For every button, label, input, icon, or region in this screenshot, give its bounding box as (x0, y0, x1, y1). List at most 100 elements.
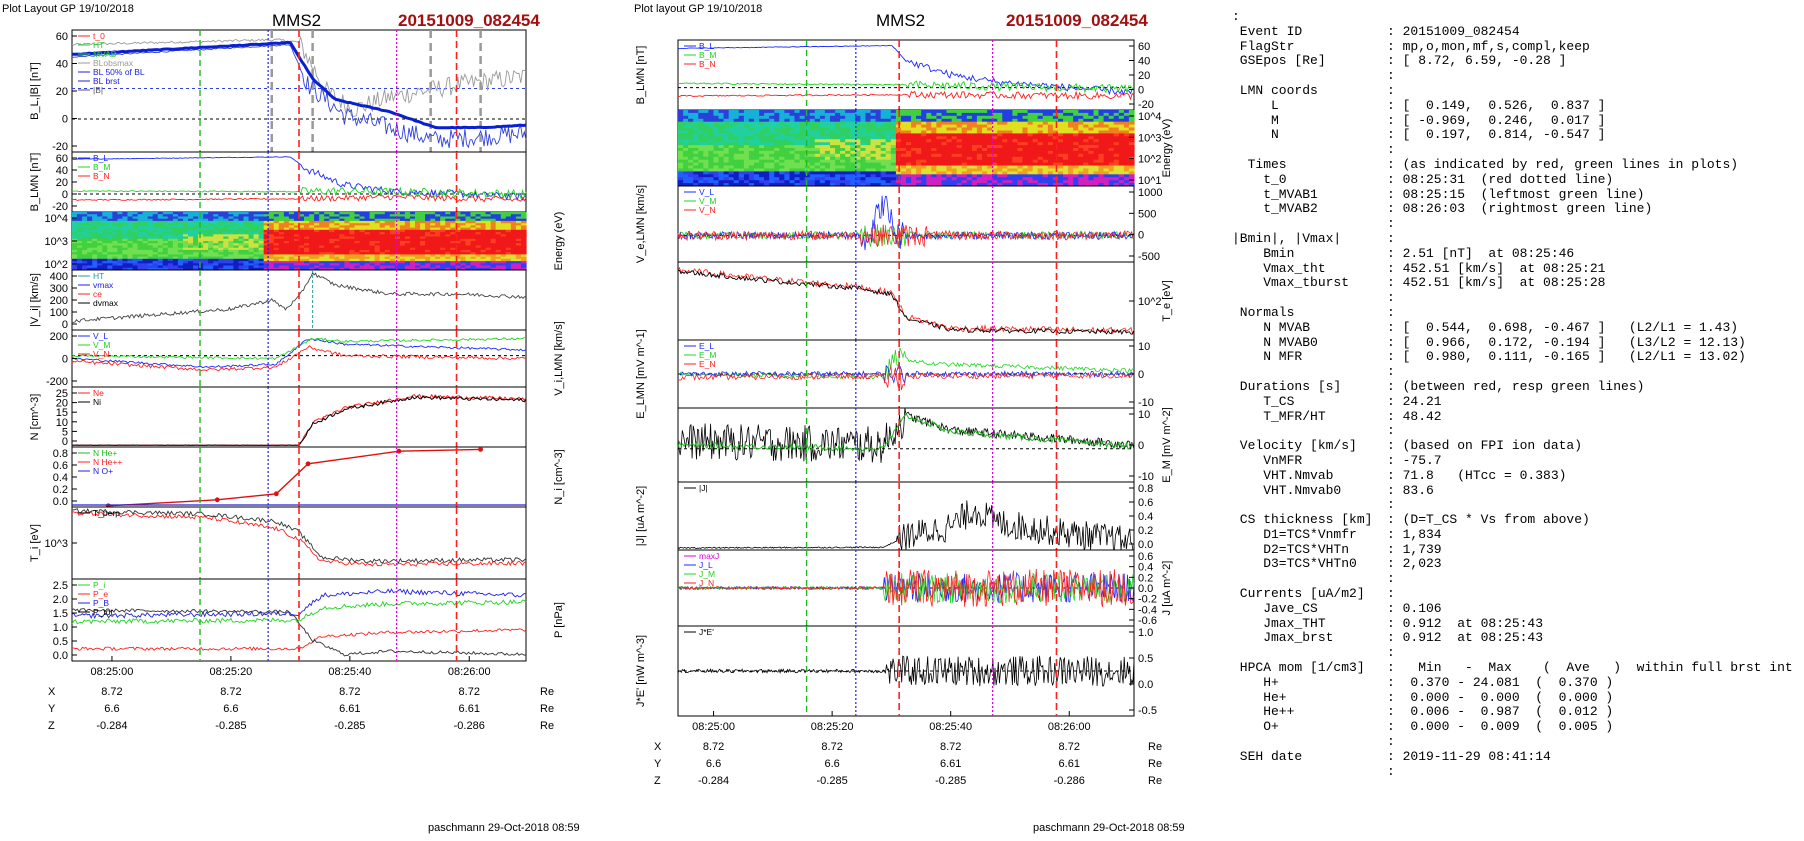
spectrogram-cell (906, 118, 912, 123)
spectrogram-cell (521, 267, 527, 271)
spectrogram-cell (92, 261, 98, 264)
spectrogram-cell (754, 183, 760, 187)
spectrogram-cell (273, 263, 280, 267)
spectrogram-cell (1032, 121, 1039, 126)
spectrogram-cell (1063, 183, 1069, 187)
spectrogram-cell (102, 254, 108, 258)
spectrogram-cell (72, 263, 78, 267)
spectrogram-cell (521, 265, 527, 269)
spectrogram-cell (1078, 115, 1084, 120)
spectrogram-cell (258, 238, 265, 242)
spectrogram-cell (162, 234, 169, 238)
spectrogram-cell (1068, 133, 1074, 137)
spectrogram-cell (1088, 177, 1095, 181)
spectrogram-cell (394, 220, 401, 224)
spectrogram-cell (410, 214, 416, 217)
spectrogram-cell (304, 216, 310, 220)
spectrogram-cell (1063, 112, 1069, 117)
spectrogram-cell (1063, 110, 1069, 114)
spectrogram-cell (440, 220, 446, 224)
spectrogram-cell (865, 180, 872, 184)
legend-entry: B_M (93, 162, 110, 172)
spectrogram-cell (137, 258, 144, 262)
spectrogram-cell (840, 118, 846, 123)
spectrogram-cell (779, 174, 785, 178)
spectrogram-cell (445, 261, 451, 264)
spectrogram-cell (435, 265, 441, 269)
spectrogram-cell (779, 127, 785, 131)
spectrogram-cell (445, 249, 451, 253)
spectrogram-cell (774, 177, 780, 181)
spectrogram-cell (122, 227, 128, 231)
spectrogram-cell (743, 127, 750, 131)
spectrogram-cell (465, 249, 472, 253)
spectrogram-cell (425, 216, 431, 220)
spectrogram-cell (142, 247, 149, 251)
spectrogram-cell (77, 256, 83, 260)
spectrogram-cell (1002, 148, 1008, 152)
spectrogram-cell (389, 238, 396, 242)
spectrogram-cell (283, 241, 290, 244)
spectrogram-cell (495, 254, 502, 258)
spectrogram-cell (344, 218, 350, 222)
spectrogram-cell (678, 118, 684, 123)
spectrogram-cell (728, 145, 735, 149)
spectrogram-cell (122, 243, 128, 246)
spectrogram-cell (248, 234, 255, 238)
spectrogram-cell (804, 150, 811, 155)
spectrogram-cell (997, 165, 1003, 169)
spectrogram-cell (1042, 148, 1049, 152)
spectrogram-cell (1083, 183, 1089, 187)
spectrogram-cell (921, 127, 927, 131)
spectrogram-cell (845, 156, 851, 161)
spectrogram-cell (233, 267, 239, 271)
spectrogram-cell (339, 216, 345, 220)
spectrogram-cell (228, 212, 234, 215)
spectrogram-cell (384, 212, 391, 215)
spectrogram-cell (789, 148, 796, 152)
spectrogram-cell (223, 229, 229, 233)
spectrogram-cell (521, 249, 527, 253)
spectrogram-cell (268, 265, 275, 269)
spectrogram-cell (1058, 121, 1064, 126)
spectrogram-cell (243, 263, 250, 267)
spectrogram-cell (521, 232, 527, 235)
legend: B_LB_MB_N (78, 153, 110, 181)
spectrogram-cell (319, 238, 325, 242)
spectrogram-cell (288, 263, 295, 267)
spectrogram-cell (77, 236, 83, 240)
spectrogram-cell (743, 139, 750, 143)
spectrogram-cell (92, 263, 98, 267)
spectrogram-cell (475, 236, 482, 240)
spectrogram-cell (233, 258, 239, 262)
spectrogram-cell (339, 236, 345, 240)
spectrogram-cell (167, 241, 174, 244)
spectrogram-cell (389, 218, 396, 222)
spectrogram-cell (309, 220, 315, 224)
spectrogram-cell (1088, 136, 1095, 140)
spectrogram-cell (693, 130, 699, 134)
spectrogram-cell (379, 245, 386, 249)
spectrogram-cell (835, 174, 841, 178)
spectrogram-cell (946, 115, 953, 120)
spectrogram-cell (223, 220, 229, 224)
spectrogram-cell (784, 139, 791, 143)
spectrogram-cell (703, 174, 709, 178)
spectrogram-cell (890, 121, 897, 126)
spectrogram-cell (208, 232, 214, 235)
spectrogram-cell (1007, 153, 1013, 158)
spectrogram-cell (1042, 183, 1049, 187)
spectrogram-cell (430, 232, 436, 235)
spectrogram-cell (987, 124, 993, 129)
spectrogram-cell (1002, 177, 1008, 181)
spectrogram-cell (359, 216, 366, 220)
spectrogram-cell (1022, 124, 1029, 129)
spectrogram-cell (723, 183, 730, 187)
spectrogram-cell (445, 229, 451, 233)
spectrogram-cell (865, 136, 872, 140)
spectrogram-cell (698, 127, 704, 131)
spectrogram-cell (430, 238, 436, 242)
spectrogram-cell (703, 133, 709, 137)
spectrogram-cell (982, 127, 988, 131)
